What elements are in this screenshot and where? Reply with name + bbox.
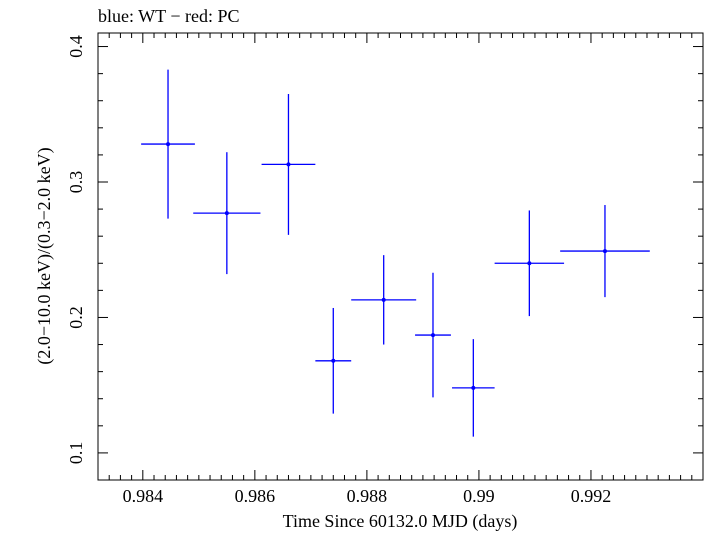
y-tick-label: 0.1: [66, 442, 86, 465]
x-axis-title: Time Since 60132.0 MJD (days): [283, 511, 518, 532]
x-axis: 0.984 0.986 0.988 0.99 0.992: [108, 33, 704, 506]
data-point: [351, 255, 417, 345]
data-series: [141, 69, 650, 437]
x-tick-label: 0.992: [571, 486, 612, 506]
y-tick-label: 0.4: [66, 35, 86, 58]
x-tick-label: 0.986: [235, 486, 276, 506]
chart-title: blue: WT − red: PC: [98, 6, 239, 26]
y-tick-label: 0.3: [66, 171, 86, 194]
data-marker: [471, 385, 476, 390]
data-point: [415, 272, 451, 398]
x-tick-label: 0.988: [347, 486, 388, 506]
data-point: [261, 93, 316, 235]
data-marker: [430, 333, 435, 338]
data-marker: [224, 211, 229, 216]
x-tick-label: 0.99: [463, 486, 495, 506]
data-point: [141, 69, 195, 219]
plot-frame: [97, 32, 704, 481]
data-marker: [602, 249, 607, 254]
data-marker: [166, 142, 171, 147]
data-point: [560, 205, 650, 298]
data-point: [452, 339, 495, 437]
data-marker: [286, 162, 291, 167]
data-marker: [381, 297, 386, 302]
data-marker: [527, 261, 532, 266]
x-tick-label: 0.984: [123, 486, 164, 506]
y-tick-label: 0.2: [66, 306, 86, 329]
data-point: [315, 307, 352, 414]
y-axis: 0.1 0.2 0.3 0.4: [66, 35, 703, 481]
data-point: [494, 210, 565, 317]
y-axis-title: (2.0−10.0 keV)/(0.3−2.0 keV): [34, 147, 55, 364]
data-point: [193, 152, 261, 275]
data-marker: [331, 358, 336, 363]
